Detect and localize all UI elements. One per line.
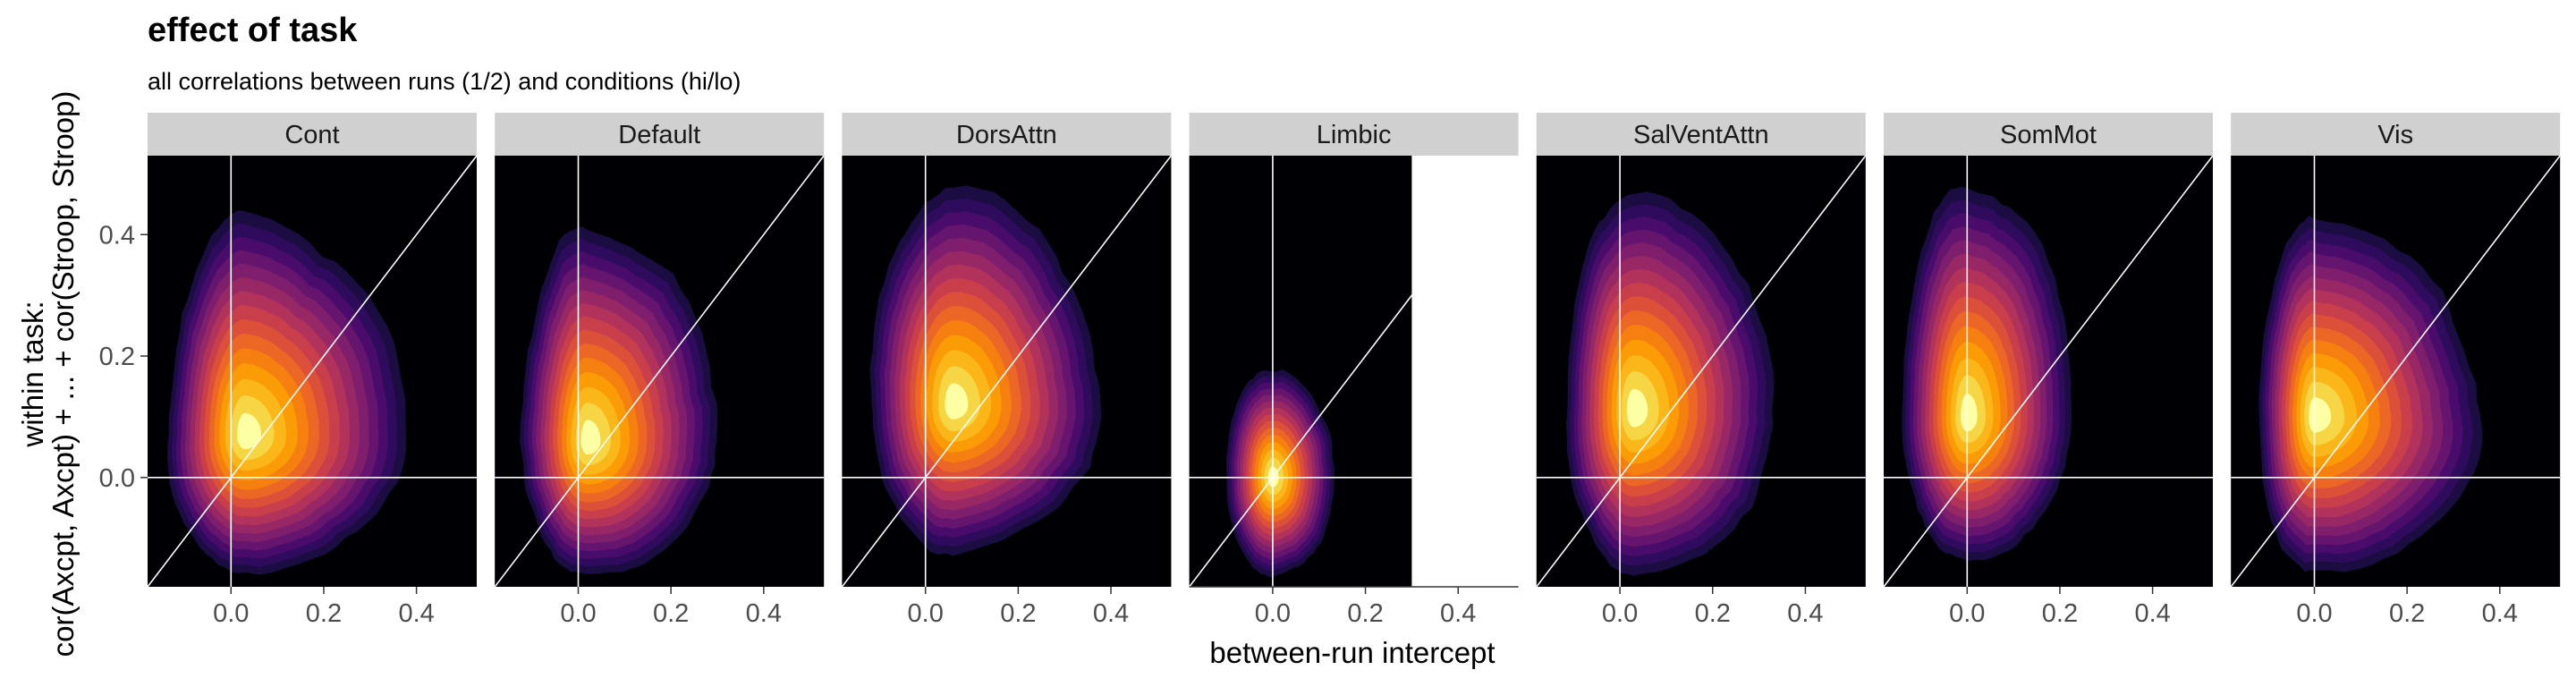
x-tick-label: 0.2 [1695, 599, 1731, 628]
x-tick-label: 0.4 [2482, 599, 2518, 628]
x-tick-label: 0.4 [746, 599, 782, 628]
x-axis-title: between-run intercept [1209, 636, 1495, 669]
x-tick-label: 0.4 [1787, 599, 1823, 628]
density-contours [1902, 186, 2072, 562]
density-level [1961, 394, 1978, 432]
y-tick-label: 0.2 [99, 343, 135, 371]
reference-lines [148, 156, 477, 587]
chart-title: effect of task [148, 12, 358, 49]
x-tick-label: 0.0 [1255, 599, 1291, 628]
x-tick-label: 0.4 [1440, 599, 1476, 628]
density-level [237, 412, 261, 449]
density-contours [869, 185, 1102, 556]
facet-strip [2231, 113, 2561, 156]
x-tick-label: 0.4 [2134, 599, 2170, 628]
facet-strip [842, 113, 1172, 156]
identity-line [1884, 156, 2213, 587]
facet-dorsattn: DorsAttn 0.0 0.2 0.4 [842, 113, 1172, 628]
identity-line [495, 156, 825, 587]
facet-vis: Vis 0.0 0.2 0.4 [2231, 113, 2561, 628]
facet-strip-label: Default [618, 121, 700, 149]
facet-strip-label: SomMot [2000, 121, 2097, 149]
x-tick-label: 0.0 [1602, 599, 1638, 628]
identity-line [1189, 293, 1412, 587]
identity-line [1536, 156, 1866, 587]
facet-strip [1189, 113, 1519, 156]
facet-strip-label: SalVentAttn [1633, 121, 1769, 149]
identity-line [148, 156, 477, 587]
x-tick-label: 0.4 [398, 599, 434, 628]
x-tick-label: 0.2 [653, 599, 689, 628]
facet-strip-label: DorsAttn [956, 121, 1057, 149]
density-level [945, 383, 969, 420]
reference-lines [2231, 156, 2561, 587]
reference-lines [1884, 156, 2213, 587]
facet-sommot: SomMot 0.0 0.2 0.4 [1884, 113, 2213, 628]
identity-line [2231, 156, 2561, 587]
x-tick-label: 0.0 [2296, 599, 2332, 628]
x-tick-label: 0.2 [2042, 599, 2078, 628]
facet-salventattn: SalVentAttn 0.0 0.2 0.4 [1536, 113, 1866, 628]
y-tick-label: 0.0 [99, 464, 135, 493]
facet-strip [1536, 113, 1866, 156]
density-contours [520, 225, 718, 574]
identity-line [842, 156, 1172, 587]
x-tick-label: 0.0 [560, 599, 596, 628]
facet-strip [148, 113, 477, 156]
facet-strip-label: Cont [284, 121, 339, 149]
density-contours [1225, 369, 1335, 577]
x-tick-label: 0.2 [2389, 599, 2425, 628]
facet-strip [495, 113, 825, 156]
facet-strip-label: Limbic [1317, 121, 1392, 149]
reference-lines [495, 156, 825, 587]
x-tick-label: 0.0 [213, 599, 249, 628]
x-tick-label: 0.2 [1000, 599, 1036, 628]
facet-strip-label: Vis [2377, 121, 2413, 149]
facet-default: Default 0.0 0.2 0.4 [495, 113, 825, 628]
facet-strip [1884, 113, 2213, 156]
y-axis-title-line1: within task: [16, 301, 49, 447]
chart-subtitle: all correlations between runs (1/2) and … [148, 68, 741, 95]
y-tick-label: 0.4 [99, 221, 135, 250]
facet-limbic: Limbic 0.0 0.2 0.4 [1189, 113, 1519, 628]
reference-lines [842, 156, 1172, 587]
reference-lines [1189, 156, 1412, 587]
x-tick-label: 0.2 [1347, 599, 1383, 628]
x-tick-label: 0.2 [306, 599, 342, 628]
x-tick-label: 0.0 [1949, 599, 1985, 628]
density-level [1626, 388, 1648, 428]
y-axis-title-line2: cor(Axcpt, Axcpt) + ... + cor(Stroop, St… [47, 91, 80, 657]
x-tick-label: 0.4 [1093, 599, 1129, 628]
density-level [580, 420, 601, 454]
facet-cont: Cont 0.0 0.2 0.4 0.0 0.2 0.4 [99, 113, 477, 628]
reference-lines [1536, 156, 1866, 587]
x-tick-label: 0.0 [908, 599, 944, 628]
